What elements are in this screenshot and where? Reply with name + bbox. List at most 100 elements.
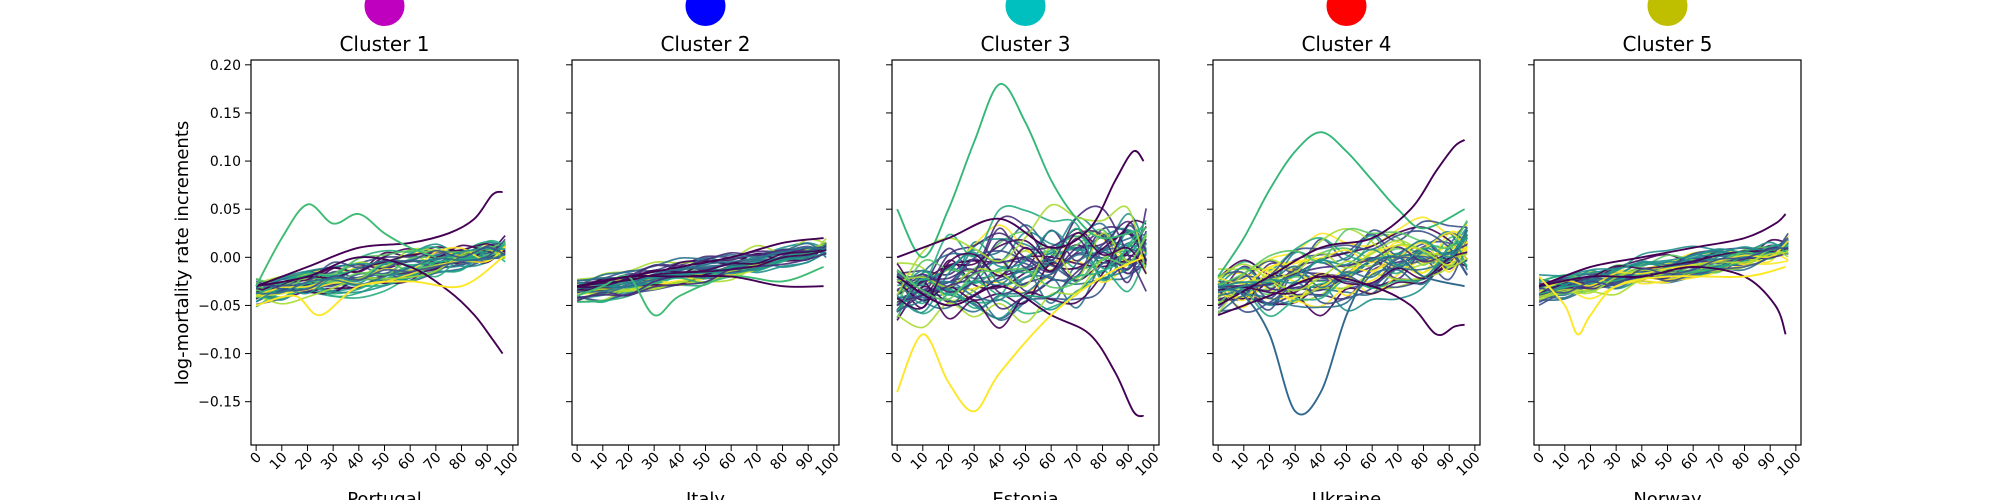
series-line	[576, 249, 827, 288]
y-tick-label: 0.15	[210, 106, 241, 122]
x-tick-label: 30	[1601, 450, 1625, 474]
key-series-line	[255, 256, 504, 355]
series-line	[255, 247, 506, 303]
key-series-line	[1538, 265, 1787, 335]
cluster-marker	[1326, 0, 1367, 26]
panel-title: Cluster 3	[980, 32, 1070, 56]
x-tick-label: 30	[639, 450, 663, 474]
x-tick-label: 20	[292, 450, 316, 474]
series-line	[896, 226, 1147, 312]
key-series-line	[896, 275, 1145, 418]
series-line	[1538, 252, 1789, 296]
x-axis-label: Ukraine	[1312, 489, 1382, 500]
y-tick-label: −0.05	[198, 298, 241, 314]
x-tick-label: 0	[888, 450, 906, 468]
x-tick-label: 70	[742, 450, 766, 474]
x-tick-label: 20	[613, 450, 637, 474]
x-tick-label: 50	[369, 450, 393, 474]
x-tick-label: 80	[446, 450, 470, 474]
series-line	[1218, 243, 1468, 288]
key-series-line	[1217, 139, 1466, 307]
x-tick-label: 0	[247, 450, 265, 468]
x-tick-label: 10	[588, 450, 612, 474]
y-axis-label: log-mortality rate increments	[172, 121, 193, 386]
x-tick-label: 100	[1453, 450, 1483, 480]
series-line	[896, 205, 1147, 286]
panel-title: Cluster 2	[660, 32, 750, 56]
panel-title: Cluster 1	[339, 32, 429, 56]
series-line	[1538, 238, 1789, 292]
panel-title: Cluster 5	[1622, 32, 1712, 56]
key-series-line	[1538, 213, 1787, 288]
series-line	[896, 233, 1147, 283]
series-line	[1217, 233, 1468, 288]
cluster-panel-1: Cluster 1 −0.15 −0.10 −0.05 0.00 0.05 0.10 0.15…	[198, 0, 522, 500]
x-tick-label: 50	[1331, 450, 1355, 474]
series-line	[1538, 241, 1789, 286]
key-series-line	[1538, 265, 1786, 336]
x-tick-label: 70	[421, 450, 445, 474]
series-line	[577, 246, 827, 293]
key-series-line	[576, 274, 824, 288]
y-tick-label: 0.20	[210, 58, 241, 74]
panel-title: Cluster 4	[1301, 32, 1391, 56]
x-tick-label: 60	[1678, 450, 1702, 474]
cluster-panels: Cluster 1 −0.15 −0.10 −0.05 0.00 0.05 0.10 0.15…	[198, 0, 1805, 500]
series-lines	[255, 190, 506, 355]
series-line	[1539, 245, 1789, 277]
y-tick-label: 0.10	[210, 154, 241, 170]
x-tick-label: 40	[1627, 450, 1651, 474]
series-line	[896, 232, 1147, 310]
x-tick-label: 80	[767, 450, 791, 474]
series-line	[896, 226, 1147, 306]
series-line	[577, 250, 827, 287]
x-tick-label: 100	[491, 450, 521, 480]
x-tick-label: 80	[1729, 450, 1753, 474]
x-tick-label: 100	[1774, 450, 1804, 480]
x-tick-label: 10	[908, 450, 932, 474]
series-line	[256, 242, 506, 300]
x-tick-label: 60	[1357, 450, 1381, 474]
x-tick-label: 0	[568, 450, 586, 468]
x-tick-label: 40	[985, 450, 1009, 474]
series-lines	[1538, 213, 1789, 336]
series-line	[577, 249, 827, 286]
x-tick-label: 60	[716, 450, 740, 474]
x-tick-label: 60	[1036, 450, 1060, 474]
y-tick-label: 0.00	[210, 250, 241, 266]
y-tick-label: −0.15	[198, 395, 241, 411]
series-lines	[896, 83, 1148, 418]
x-tick-label: 10	[1550, 450, 1574, 474]
cluster-marker	[364, 0, 405, 26]
x-tick-label: 100	[812, 450, 842, 480]
y-tick-label: −0.10	[198, 347, 241, 363]
key-series-line	[255, 203, 437, 287]
x-tick-label: 40	[1306, 450, 1330, 474]
x-tick-label: 40	[665, 450, 689, 474]
key-series-line	[896, 83, 1144, 259]
x-tick-label: 10	[267, 450, 291, 474]
series-line	[1539, 232, 1789, 290]
key-series-line	[255, 190, 503, 288]
x-tick-label: 40	[344, 450, 368, 474]
key-series-line	[576, 266, 824, 317]
x-tick-label: 20	[1575, 450, 1599, 474]
series-line	[1217, 221, 1468, 315]
x-tick-label: 30	[959, 450, 983, 474]
x-tick-label: 10	[1229, 450, 1253, 474]
series-line	[255, 244, 506, 294]
series-lines	[576, 237, 827, 317]
series-line	[577, 252, 827, 299]
x-tick-label: 20	[933, 450, 957, 474]
cluster-marker	[685, 0, 726, 26]
key-series-line	[1217, 275, 1465, 336]
y-tick-label: 0.05	[210, 202, 241, 218]
series-line	[1217, 251, 1468, 295]
x-tick-label: 70	[1062, 450, 1086, 474]
x-tick-label: 50	[690, 450, 714, 474]
cluster-marker	[1005, 0, 1046, 26]
x-tick-label: 50	[1652, 450, 1676, 474]
